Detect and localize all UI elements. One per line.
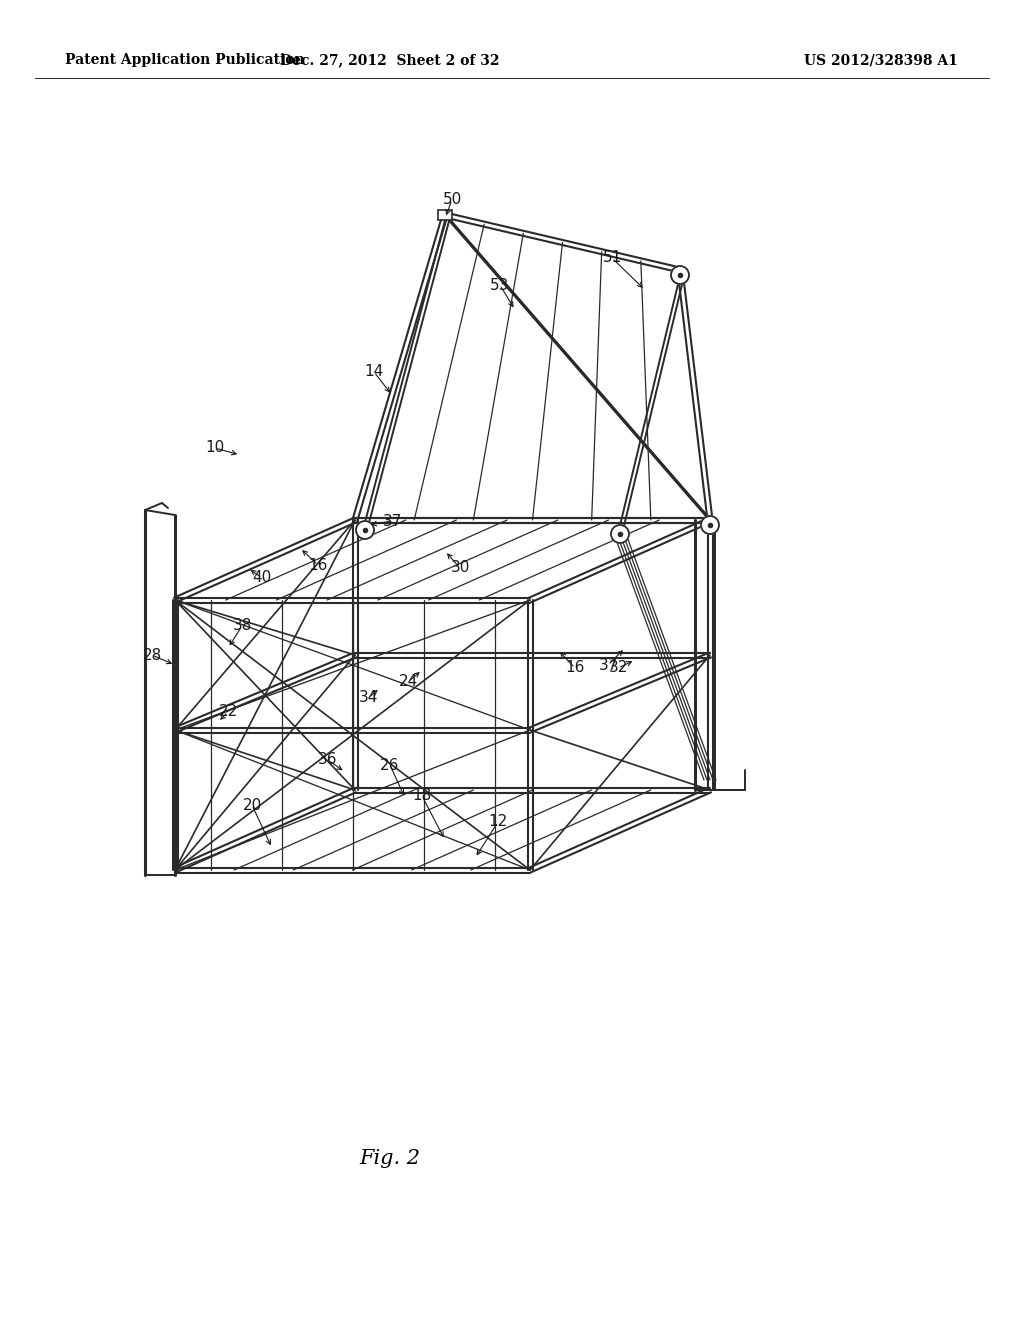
Text: 30: 30 [451, 561, 470, 576]
Text: 51: 51 [602, 251, 622, 265]
Text: Patent Application Publication: Patent Application Publication [65, 53, 304, 67]
Text: 26: 26 [380, 758, 399, 772]
Text: 28: 28 [142, 648, 162, 663]
Text: 16: 16 [308, 557, 328, 573]
Text: 24: 24 [398, 675, 418, 689]
Text: 50: 50 [442, 193, 462, 207]
Circle shape [701, 516, 719, 535]
Circle shape [611, 525, 629, 543]
Text: 34: 34 [358, 690, 378, 705]
Text: 10: 10 [206, 441, 224, 455]
Text: 40: 40 [252, 570, 271, 586]
Circle shape [671, 267, 689, 284]
Text: 37: 37 [382, 513, 401, 528]
Text: 53: 53 [490, 277, 510, 293]
Text: 36: 36 [318, 752, 338, 767]
Text: 32: 32 [608, 660, 628, 676]
Text: Fig. 2: Fig. 2 [359, 1148, 421, 1167]
Text: 20: 20 [243, 797, 261, 813]
Polygon shape [438, 210, 452, 220]
Text: 18: 18 [413, 788, 432, 804]
Text: Dec. 27, 2012  Sheet 2 of 32: Dec. 27, 2012 Sheet 2 of 32 [281, 53, 500, 67]
Circle shape [356, 521, 374, 539]
Text: 12: 12 [488, 814, 508, 829]
Text: 37: 37 [598, 657, 617, 672]
Text: 22: 22 [218, 705, 238, 719]
Text: 38: 38 [232, 619, 252, 634]
Text: 16: 16 [565, 660, 585, 676]
Text: US 2012/328398 A1: US 2012/328398 A1 [804, 53, 958, 67]
Text: 14: 14 [365, 364, 384, 380]
